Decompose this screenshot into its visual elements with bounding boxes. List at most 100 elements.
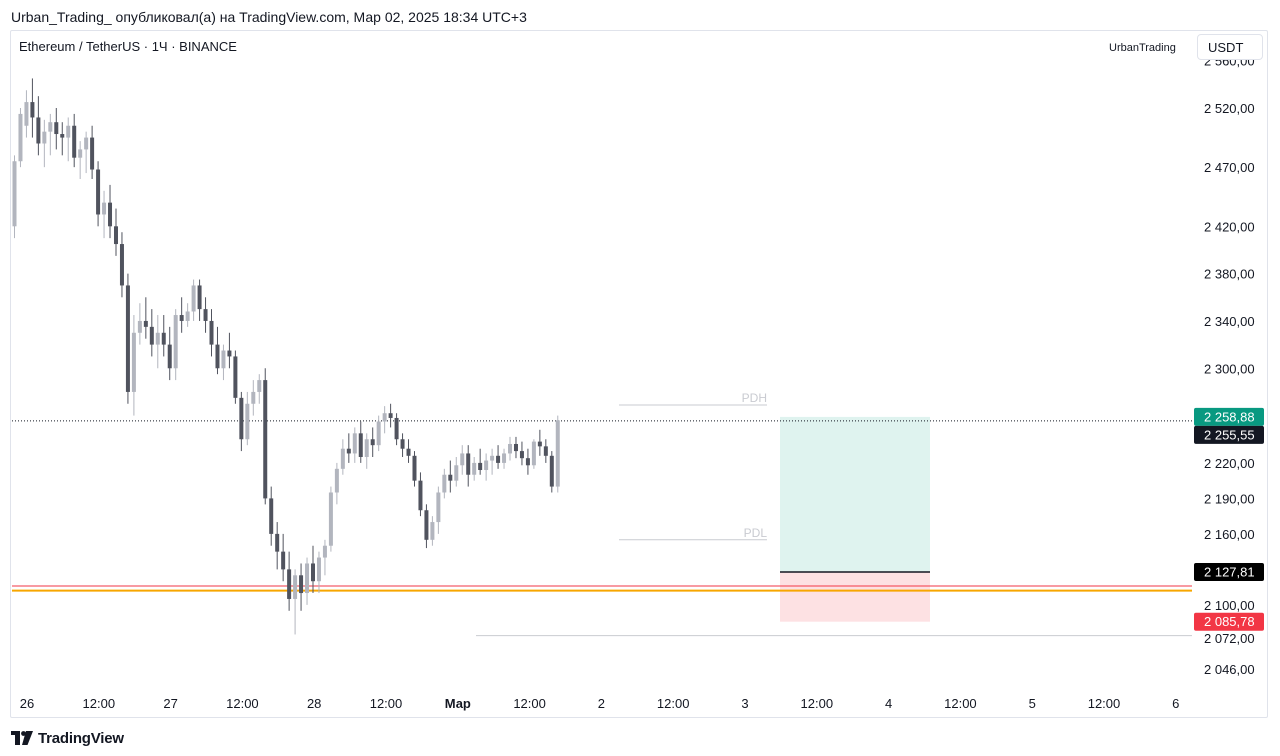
candle-body [484,460,489,471]
candle [143,297,148,339]
candle [125,273,130,404]
x-tick-label: 12:00 [944,696,977,711]
candle-body [143,320,148,327]
candle [358,421,363,463]
candle-body [263,380,268,499]
candle [269,486,274,546]
candle-body [42,131,47,144]
candle-body [537,441,542,447]
candle-body [346,448,351,454]
candle [382,406,387,434]
candle-body [257,380,262,392]
candle [90,125,95,179]
candle-body [436,492,441,523]
candle [525,448,530,475]
price-label-bg [1194,562,1264,581]
candle-body [519,451,524,459]
x-tick-label: 12:00 [657,696,690,711]
candle-body [90,137,95,170]
candle-body [119,244,124,286]
candle-body [543,446,548,456]
candle-body [30,102,35,118]
candle [424,504,429,549]
currency-button[interactable]: USDT [1197,34,1263,60]
candle-body [388,413,393,418]
candle [102,190,107,239]
candle [66,117,71,162]
y-tick-label: 2 520,00 [1204,101,1255,116]
x-tick-label: 26 [20,696,34,711]
candle [167,326,172,381]
candle [233,350,238,404]
candle [54,108,59,150]
candle-body [370,439,375,446]
candle [24,90,29,138]
candle [263,368,268,505]
candle [334,462,339,505]
price-labels: 2 258,88 2 255,55 2 127,81 2 085,78 [1194,407,1264,631]
candle [209,309,214,357]
x-tick-label: Мар [445,696,471,711]
y-tick-label: 2 220,00 [1204,456,1255,471]
candle-body [472,462,477,475]
chart-frame[interactable] [10,30,1268,718]
candle [400,433,405,457]
candle [30,78,35,138]
candle [179,297,184,333]
y-tick-label: 2 160,00 [1204,527,1255,542]
y-tick-label: 2 340,00 [1204,314,1255,329]
candle [406,439,411,463]
candle-body [490,455,495,461]
y-tick-label: 2 046,00 [1204,662,1255,677]
price-label-text: 2 085,78 [1204,614,1255,629]
tradingview-logo-text: TradingView [38,729,124,747]
candle [555,415,560,493]
candle [305,557,310,605]
candle-body [78,149,83,158]
candle-body [113,226,118,245]
candle [227,332,232,369]
candle [251,380,256,416]
y-tick-label: 2 470,00 [1204,160,1255,175]
candle [155,315,160,369]
candle-body [18,113,23,162]
candle [394,413,399,446]
tradingview-logo[interactable]: TradingView [11,727,124,749]
candle [215,326,220,375]
candle-body [125,285,130,392]
profit-zone [780,416,930,572]
price-label-text: 2 255,55 [1204,427,1255,442]
candle [412,451,417,487]
candle-body [358,433,363,457]
x-tick-label: 12:00 [801,696,834,711]
candle-body [12,161,17,227]
candle-body [430,522,435,540]
candle [460,445,465,475]
candle-body [305,563,310,594]
candle [519,441,524,466]
candle-body [84,137,89,150]
candle-body [48,122,53,132]
x-axis: 26 12:00 27 12:00 28 12:00 Мар 12:00 2 12:00 3 12:0… [20,696,1180,711]
x-tick-label: 12:00 [1088,696,1121,711]
candle-body [179,315,184,321]
candle [281,533,286,582]
candle-body [281,551,286,570]
candle [119,232,124,298]
price-label-bg [1194,425,1264,444]
candle-body [316,557,321,582]
candle-body [478,462,483,471]
x-tick-label: 5 [1029,696,1036,711]
candle [472,456,477,481]
candle [113,208,118,256]
candle-body [245,403,250,440]
symbol-title[interactable]: Ethereum / TetherUS · 1Ч · BINANCE [19,39,237,54]
candle-body [185,311,190,321]
level-label-pdl: PDL [744,526,768,540]
candle-body [340,448,345,469]
candle-body [251,391,256,404]
candle [221,344,226,381]
candle-body [394,417,399,440]
x-tick-label: 27 [163,696,177,711]
